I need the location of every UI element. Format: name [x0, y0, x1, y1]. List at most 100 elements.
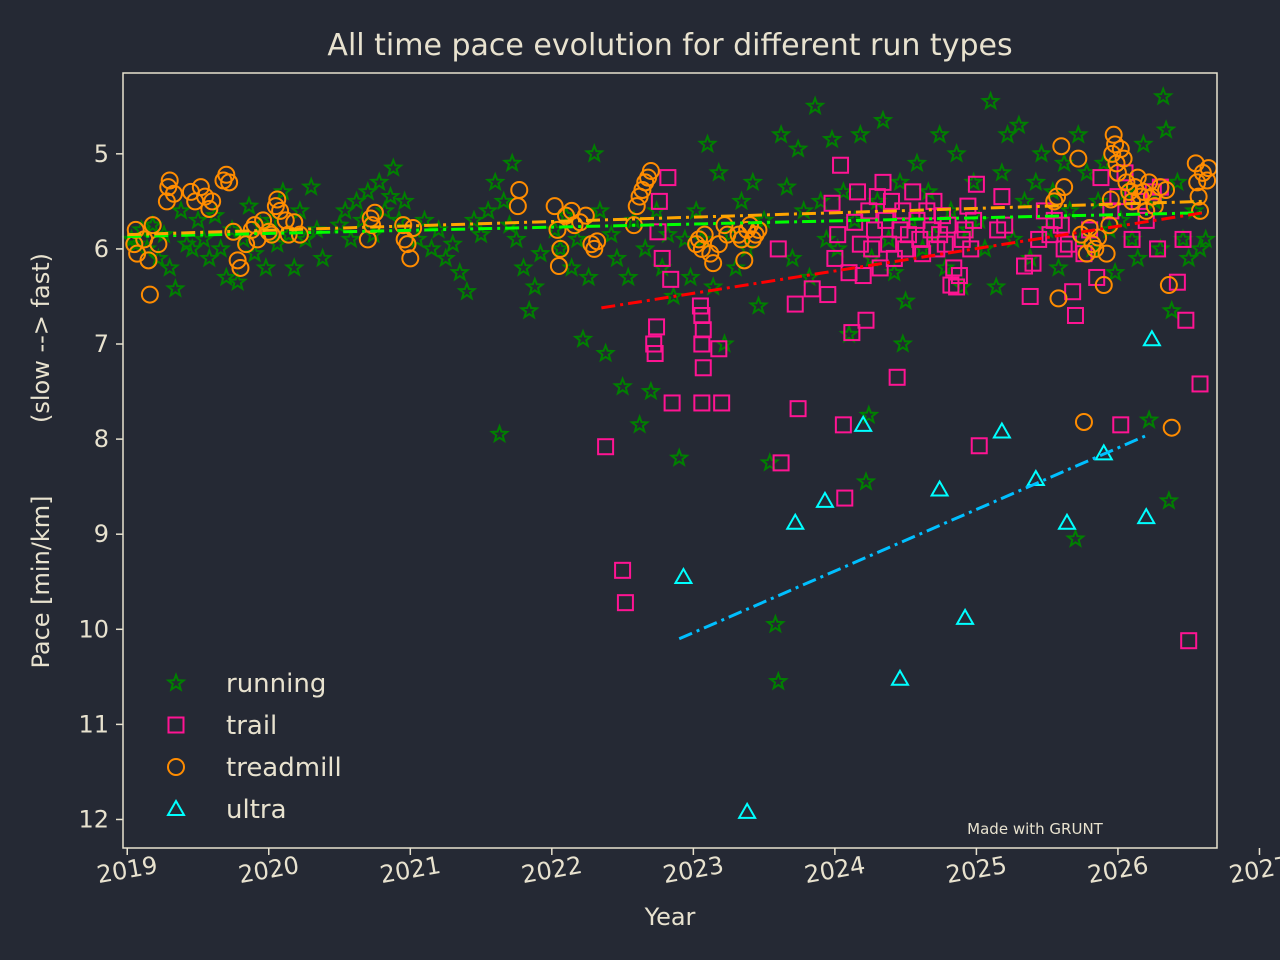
- treadmill-point: [548, 220, 567, 239]
- running-point: [1014, 190, 1035, 211]
- ultra-point: [1136, 507, 1156, 525]
- trendline-running: [127, 211, 1203, 239]
- running-point: [640, 380, 662, 401]
- running-point: [148, 247, 169, 268]
- treadmill-point: [365, 203, 384, 222]
- treadmill-point: [627, 197, 646, 216]
- trail-point: [1174, 230, 1192, 248]
- treadmill-point: [510, 180, 529, 199]
- running-point: [550, 238, 571, 258]
- x-axis-ticks: 2019 2020 2021 2022 2023 2024 2025 2026 2027: [95, 848, 1280, 889]
- running-point: [463, 209, 485, 230]
- legend-label-treadmill: treadmill: [226, 753, 342, 783]
- trail-point: [650, 192, 668, 210]
- trail-point: [662, 270, 680, 288]
- running-point: [951, 276, 973, 296]
- running-point: [1152, 85, 1174, 106]
- trendline-ultra: [678, 432, 1150, 641]
- running-point: [997, 123, 1018, 144]
- ultra-point: [1057, 512, 1077, 530]
- running-point: [142, 214, 163, 234]
- chart-title: All time pace evolution for different ru…: [327, 28, 1012, 63]
- legend-marker-treadmill: [167, 758, 185, 776]
- treadmill-point: [1106, 135, 1125, 154]
- running-point: [493, 190, 515, 211]
- running-point: [849, 123, 871, 144]
- running-point: [827, 238, 848, 258]
- legend-label-ultra: ultra: [226, 795, 287, 825]
- running-point: [929, 123, 950, 144]
- running-point: [748, 295, 769, 315]
- y-tick-label: 11: [78, 710, 109, 738]
- running-point: [289, 200, 311, 220]
- running-point: [442, 233, 464, 253]
- trail-point: [691, 297, 709, 315]
- running-point: [329, 214, 350, 234]
- running-point: [572, 328, 594, 349]
- treadmill-point: [576, 206, 595, 225]
- trail-point: [1059, 235, 1077, 253]
- y-axis-label: Pace [min/km]: [27, 495, 55, 668]
- y-tick-label: 8: [94, 425, 109, 453]
- running-point: [895, 290, 917, 311]
- running-point: [782, 247, 803, 268]
- running-point: [787, 138, 809, 158]
- treadmill-point: [1114, 149, 1133, 168]
- treadmill-point: [1103, 144, 1122, 163]
- treadmill-point: [140, 285, 159, 304]
- running-point: [634, 238, 656, 258]
- trail-point: [710, 340, 728, 358]
- treadmill-point: [695, 225, 714, 244]
- trail-point: [653, 249, 671, 267]
- x-tick-label: 2026: [1085, 851, 1150, 889]
- running-point: [380, 185, 401, 206]
- trail-point: [836, 489, 854, 507]
- running-point: [810, 190, 832, 211]
- running-point: [414, 209, 435, 230]
- trail-point: [829, 226, 847, 244]
- treadmill-point: [641, 161, 660, 180]
- made-with-annotation: Made with GRUNT: [967, 820, 1103, 838]
- trail-point: [823, 194, 841, 212]
- treadmill-point: [735, 251, 754, 270]
- y-tick-label: 5: [94, 140, 109, 168]
- running-point: [312, 247, 333, 268]
- trail-point: [857, 311, 875, 329]
- trail-point: [1035, 202, 1053, 220]
- treadmill-point: [1140, 173, 1159, 192]
- running-point: [165, 278, 186, 298]
- treadmill-point: [585, 239, 604, 258]
- trail-point: [693, 335, 711, 353]
- legend-marker-running: [165, 672, 187, 692]
- treadmill-point: [217, 165, 236, 184]
- running-point: [657, 223, 679, 244]
- trail-point: [950, 267, 968, 285]
- treadmill-point: [1089, 228, 1108, 247]
- running-point: [181, 238, 203, 258]
- trail-point: [832, 156, 850, 174]
- running-point: [501, 152, 523, 173]
- treadmill-point: [1049, 289, 1068, 308]
- treadmill-point: [143, 216, 162, 235]
- running-point: [858, 404, 880, 425]
- treadmill-point: [1069, 149, 1088, 168]
- ultra-point: [853, 414, 873, 432]
- treadmill-point: [588, 232, 607, 251]
- ultra-point: [929, 479, 950, 497]
- trail-point: [826, 249, 844, 267]
- running-point: [578, 266, 599, 287]
- legend-label-running: running: [226, 669, 326, 699]
- treadmill-point: [545, 197, 564, 216]
- running-point: [484, 171, 506, 192]
- treadmill-point: [271, 201, 290, 220]
- trail-point: [851, 235, 869, 253]
- ultra-point: [955, 607, 975, 625]
- treadmill-point: [259, 222, 278, 241]
- running-point: [623, 209, 645, 230]
- running-point: [963, 171, 984, 192]
- running-point: [193, 228, 215, 249]
- running-point: [374, 200, 396, 220]
- running-point: [477, 200, 499, 220]
- trail-point: [659, 169, 677, 187]
- running-point: [1048, 257, 1069, 277]
